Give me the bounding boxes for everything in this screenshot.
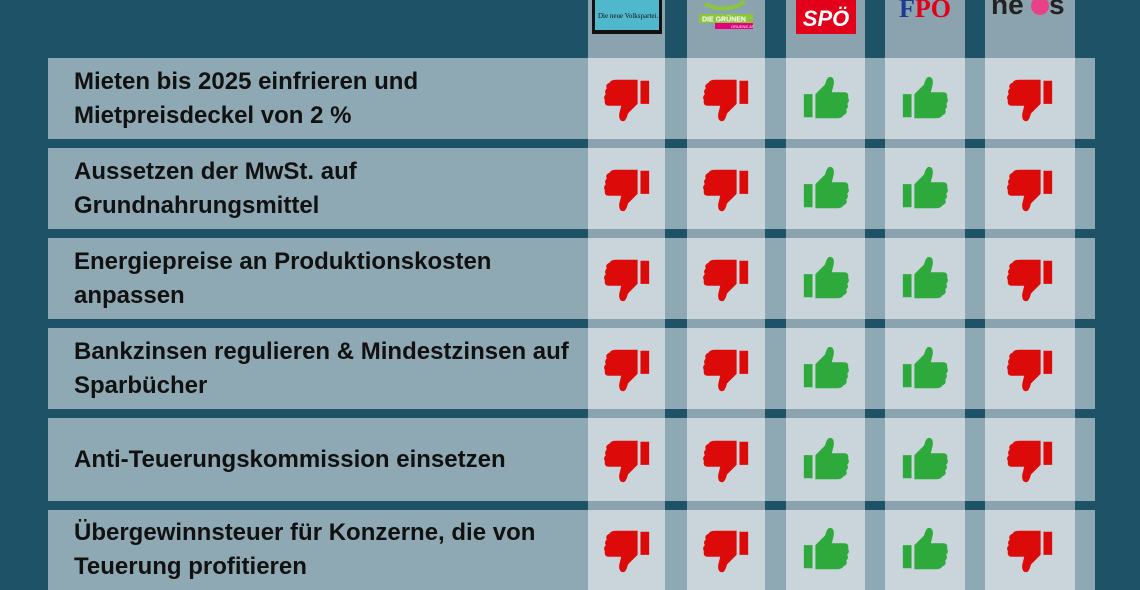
vote-cell-die-grünen [687, 328, 765, 409]
thumbs-up-icon [803, 437, 849, 479]
party-logo-neos: ne s [985, 0, 1075, 22]
vote-cell-spö [786, 418, 865, 501]
thumbs-down-icon [1007, 169, 1053, 211]
thumbs-up-icon [902, 166, 948, 208]
table-row: Energiepreise an Produktionskosten anpas… [48, 238, 1095, 319]
thumbs-up-icon [902, 346, 948, 388]
vote-cell-spö [786, 238, 865, 319]
thumbs-down-icon [703, 530, 749, 573]
vote-cell-spö [786, 328, 865, 409]
thumbs-down-icon [603, 79, 649, 121]
party-logo-spö: SPÖ [786, 0, 865, 34]
table-row: Mieten bis 2025 einfrieren und Mietpreis… [48, 58, 1095, 139]
vote-cell-fpö [885, 238, 965, 319]
table-row: Aussetzen der MwSt. auf Grundnahrungsmit… [48, 148, 1095, 229]
vote-cell-övp [588, 148, 665, 229]
thumbs-down-icon [603, 259, 649, 301]
thumbs-down-icon [1007, 440, 1053, 482]
vote-cell-neos [985, 510, 1075, 590]
thumbs-up-icon [803, 256, 849, 298]
thumbs-up-icon [902, 76, 948, 118]
thumbs-up-icon [803, 527, 849, 570]
thumbs-down-icon [703, 259, 749, 301]
vote-cell-spö [786, 58, 865, 139]
svg-text:DIE GRÜNEN: DIE GRÜNEN [702, 15, 746, 24]
thumbs-up-icon [902, 437, 948, 479]
policy-label: Bankzinsen regulieren & Mindestzinsen au… [74, 337, 569, 399]
svg-text:GRUENE.AT: GRUENE.AT [731, 24, 755, 29]
table-row: Anti-Teuerungskommission einsetzen [48, 418, 1095, 501]
party-logo-die-grünen: DIE GRÜNEN GRUENE.AT [687, 0, 765, 34]
thumbs-down-icon [703, 79, 749, 121]
vote-cell-fpö [885, 58, 965, 139]
thumbs-down-icon [703, 169, 749, 211]
vote-cell-die-grünen [687, 148, 765, 229]
party-logo-fpö: FPÖ [885, 0, 965, 24]
svg-text:FPÖ: FPÖ [899, 0, 951, 23]
vote-cell-fpö [885, 328, 965, 409]
table-row: Bankzinsen regulieren & Mindestzinsen au… [48, 328, 1095, 409]
thumbs-down-icon [603, 440, 649, 482]
thumbs-down-icon [1007, 259, 1053, 301]
thumbs-up-icon [902, 527, 948, 570]
svg-text:ne: ne [991, 0, 1024, 20]
thumbs-down-icon [603, 169, 649, 211]
vote-cell-die-grünen [687, 58, 765, 139]
vote-cell-övp [588, 328, 665, 409]
vote-cell-övp [588, 238, 665, 319]
vote-cell-fpö [885, 148, 965, 229]
party-logo-övp: Die neue Volkspartei. [588, 0, 665, 34]
vote-cell-die-grünen [687, 418, 765, 501]
vote-cell-die-grünen [687, 238, 765, 319]
thumbs-down-icon [703, 440, 749, 482]
vote-cell-neos [985, 238, 1075, 319]
vote-cell-övp [588, 510, 665, 590]
policy-label: Aussetzen der MwSt. auf Grundnahrungsmit… [74, 157, 357, 219]
vote-cell-neos [985, 58, 1075, 139]
table-row: Übergewinnsteuer für Konzerne, die von T… [48, 510, 1095, 590]
vote-cell-die-grünen [687, 510, 765, 590]
policy-label: Energiepreise an Produktionskosten anpas… [74, 247, 492, 309]
vote-cell-neos [985, 148, 1075, 229]
vote-cell-spö [786, 148, 865, 229]
thumbs-up-icon [803, 76, 849, 118]
thumbs-up-icon [902, 256, 948, 298]
vote-cell-fpö [885, 418, 965, 501]
vote-cell-övp [588, 418, 665, 501]
policy-label: Mieten bis 2025 einfrieren und Mietpreis… [74, 67, 419, 129]
svg-text:s: s [1049, 0, 1065, 20]
thumbs-down-icon [1007, 79, 1053, 121]
svg-text:Die neue Volkspartei.: Die neue Volkspartei. [598, 12, 658, 20]
policy-label: Übergewinnsteuer für Konzerne, die von T… [74, 519, 536, 580]
svg-text:SPÖ: SPÖ [802, 6, 848, 31]
thumbs-up-icon [803, 166, 849, 208]
thumbs-down-icon [603, 530, 649, 573]
policy-label: Anti-Teuerungskommission einsetzen [74, 445, 506, 473]
vote-cell-neos [985, 328, 1075, 409]
thumbs-down-icon [1007, 530, 1053, 573]
vote-cell-neos [985, 418, 1075, 501]
vote-cell-övp [588, 58, 665, 139]
thumbs-down-icon [703, 349, 749, 391]
thumbs-down-icon [1007, 349, 1053, 391]
vote-cell-spö [786, 510, 865, 590]
vote-cell-fpö [885, 510, 965, 590]
thumbs-up-icon [803, 346, 849, 388]
thumbs-down-icon [603, 349, 649, 391]
